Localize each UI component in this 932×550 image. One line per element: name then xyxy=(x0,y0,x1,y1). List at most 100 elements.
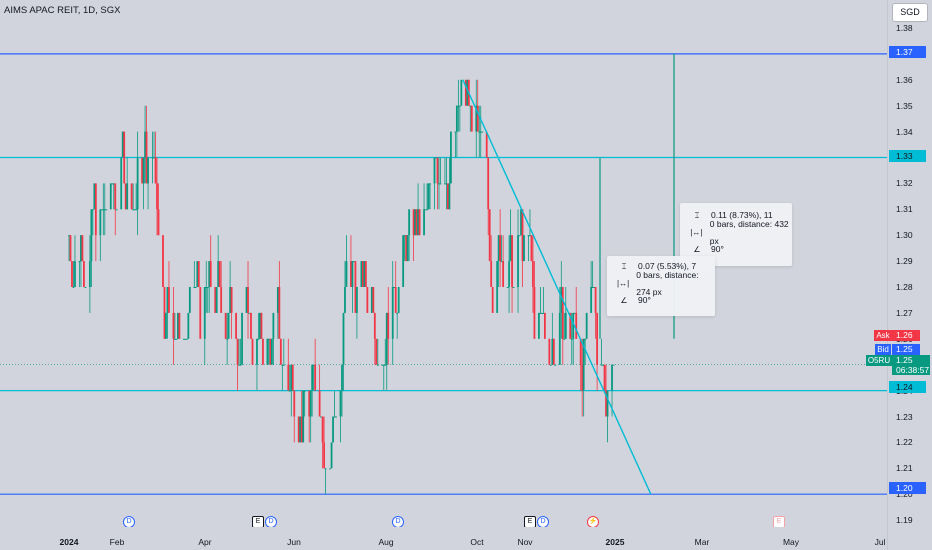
tooltip-change: 0.07 (5.53%), 7 xyxy=(638,261,697,271)
candle-body xyxy=(488,209,491,262)
candle-body xyxy=(287,364,290,391)
candle-body xyxy=(518,235,521,237)
candle-body xyxy=(147,157,149,184)
candle-body xyxy=(593,287,596,288)
candle-body xyxy=(145,131,148,184)
earnings-event-icon[interactable]: E xyxy=(524,516,536,527)
candle-body xyxy=(312,364,315,366)
candle-body xyxy=(376,364,379,366)
candle-body xyxy=(542,312,545,314)
candle-body xyxy=(485,131,488,158)
candle-body xyxy=(168,287,170,313)
price-chart[interactable] xyxy=(0,0,887,527)
candle-body xyxy=(90,209,93,262)
price-range-icon: ⌶ xyxy=(694,211,700,220)
chart-area[interactable]: AIMS APAC REIT, 1D, SGX ⌶ 0.11 (8.73%), 1… xyxy=(0,0,887,527)
dividend-event-icon[interactable]: D xyxy=(392,516,404,527)
candle-body xyxy=(339,390,342,417)
price-axis[interactable] xyxy=(887,0,932,550)
time-label: 2024 xyxy=(59,537,79,547)
candle-body xyxy=(564,312,567,339)
candle-body xyxy=(603,364,606,391)
candle-body xyxy=(196,261,199,287)
candle-body xyxy=(366,287,369,313)
candle-body xyxy=(262,338,264,365)
dividend-event-icon[interactable]: D xyxy=(265,516,277,527)
level-label-133: 1.33 xyxy=(889,150,926,162)
candle-body xyxy=(491,287,494,313)
candle-body xyxy=(360,261,363,287)
candle-body xyxy=(611,364,613,391)
candle-body xyxy=(297,416,300,443)
earnings-event-icon[interactable]: E xyxy=(252,516,264,527)
candle-body xyxy=(268,338,270,340)
price-tick-label: 1.31 xyxy=(896,204,913,215)
candle-body xyxy=(341,364,343,391)
candle-body xyxy=(509,235,512,262)
candle-body xyxy=(188,287,191,313)
candle-body xyxy=(385,312,388,365)
candle-body xyxy=(543,312,546,339)
candle-body xyxy=(112,183,115,185)
tooltip-change-row: ⌶ 0.11 (8.73%), 11 xyxy=(680,207,792,224)
candle-body xyxy=(308,390,311,417)
candle-body xyxy=(329,468,331,470)
candle-body xyxy=(439,183,442,185)
candle-body xyxy=(153,157,155,159)
candle-body xyxy=(427,183,430,210)
candle-body xyxy=(444,183,446,185)
time-axis[interactable] xyxy=(0,527,887,550)
candle-body xyxy=(596,312,598,365)
candle-body xyxy=(256,338,258,365)
candle-body xyxy=(266,338,269,365)
candle-body xyxy=(429,183,431,185)
currency-button[interactable]: SGD xyxy=(892,3,928,22)
candle-body xyxy=(351,261,354,287)
candle-body xyxy=(506,287,509,288)
candle-body xyxy=(91,209,94,211)
candle-body xyxy=(393,287,396,288)
candle-body xyxy=(406,235,409,262)
earnings-event-icon[interactable]: E xyxy=(773,516,785,527)
time-label: 2025 xyxy=(605,537,625,547)
candle-body xyxy=(520,209,522,236)
candle-body xyxy=(126,183,129,210)
candle-body xyxy=(418,209,421,236)
candle-body xyxy=(384,364,387,366)
candle-body xyxy=(194,287,197,288)
candle-body xyxy=(303,390,306,392)
candle-body xyxy=(447,183,449,210)
candle-body xyxy=(529,235,531,237)
price-tick-label: 1.20 xyxy=(896,489,913,500)
price-tick-label: 1.36 xyxy=(896,74,913,85)
dividend-event-icon[interactable]: D xyxy=(537,516,549,527)
candle-body xyxy=(517,235,519,287)
candle-body xyxy=(299,416,302,443)
angle-icon: ∠ xyxy=(620,296,628,305)
candle-body xyxy=(572,312,575,339)
candle-body xyxy=(214,287,217,313)
candle-body xyxy=(135,209,138,211)
candle-body xyxy=(458,105,461,107)
candle-body xyxy=(354,261,357,313)
split-event-icon[interactable]: ⚡ xyxy=(587,516,599,527)
candle-body xyxy=(175,338,178,340)
candle-body xyxy=(373,312,376,339)
candle-body xyxy=(151,157,154,159)
candle-body xyxy=(199,287,202,339)
candle-body xyxy=(251,338,254,365)
candle-body xyxy=(105,209,108,211)
candle-body xyxy=(121,131,124,158)
candle-body xyxy=(229,287,232,313)
candle-body xyxy=(397,287,400,313)
candle-body xyxy=(239,364,242,366)
candle-body xyxy=(500,261,503,263)
price-tick-label: 1.30 xyxy=(896,230,913,241)
dividend-event-icon[interactable]: D xyxy=(123,516,135,527)
candle-body xyxy=(281,364,284,366)
candle-body xyxy=(114,183,117,210)
candle-body xyxy=(282,364,285,366)
candle-body xyxy=(120,157,123,210)
candle-body xyxy=(291,364,294,391)
time-label: Oct xyxy=(470,537,484,547)
